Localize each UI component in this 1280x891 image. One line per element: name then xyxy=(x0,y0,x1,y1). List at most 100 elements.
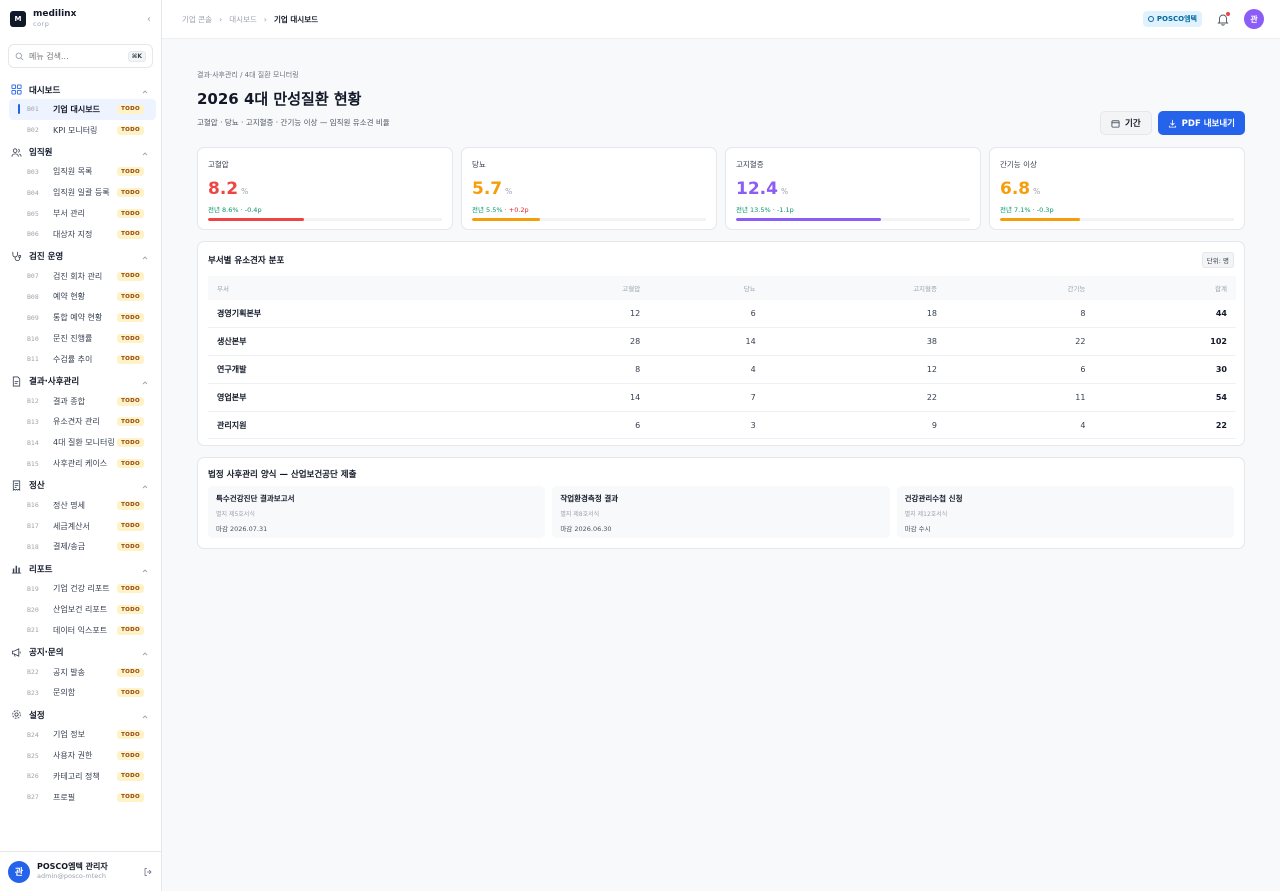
column-header: 부서 xyxy=(208,276,501,300)
legal-forms-panel: 법정 사후관리 양식 — 산업보건공단 제출 특수건강진단 결과보고서 별지 제… xyxy=(197,457,1245,550)
sidebar-item-label: 결제/송금 xyxy=(53,542,86,552)
todo-badge: TODO xyxy=(117,542,144,552)
sidebar-item[interactable]: B04 임직원 일괄 등록 TODO xyxy=(9,182,156,203)
count-cell: 6 xyxy=(946,355,1095,384)
sidebar-item[interactable]: B14 4대 질환 모니터링 TODO xyxy=(9,432,156,453)
sidebar-item[interactable]: B21 데이터 익스포트 TODO xyxy=(9,620,156,641)
column-header: 고혈압 xyxy=(500,276,650,300)
count-cell: 8 xyxy=(946,300,1095,329)
tenant-badge[interactable]: POSCO엠텍 xyxy=(1142,11,1202,27)
sidebar-group-7[interactable]: 설정 xyxy=(0,705,161,724)
sidebar-item-code: B07 xyxy=(27,272,39,281)
brand-name: medilinx xyxy=(33,9,77,20)
dept-name-cell: 생산본부 xyxy=(208,327,501,357)
column-header: 고지혈증 xyxy=(764,276,946,300)
count-cell: 28 xyxy=(500,327,650,357)
sidebar-item[interactable]: B26 카테고리 정책 TODO xyxy=(9,766,156,787)
sidebar-group-2[interactable]: 검진 운영 xyxy=(0,247,161,266)
megaphone-icon xyxy=(11,647,22,658)
sidebar-item-label: 수검률 추이 xyxy=(53,354,93,364)
logout-icon[interactable] xyxy=(143,867,153,877)
dept-name-cell: 영업본부 xyxy=(208,383,501,412)
chevron-up-icon[interactable] xyxy=(141,377,149,385)
kpi-progress-bar xyxy=(1000,218,1234,221)
collapse-sidebar-icon[interactable]: ‹ xyxy=(147,13,151,25)
kpi-label: 고혈압 xyxy=(208,160,229,169)
chevron-up-icon[interactable] xyxy=(141,148,149,156)
sidebar-item-label: 4대 질환 모니터링 xyxy=(53,438,115,448)
crumb-console[interactable]: 기업 콘솔 xyxy=(182,14,212,24)
sidebar-group-4[interactable]: 정산 xyxy=(0,476,161,495)
chevron-up-icon[interactable] xyxy=(141,711,149,719)
sidebar-item[interactable]: B20 산업보건 리포트 TODO xyxy=(9,599,156,620)
sidebar-item[interactable]: B15 사후관리 케이스 TODO xyxy=(9,453,156,474)
form-title: 작업환경측정 결과 xyxy=(560,494,619,504)
chevron-up-icon[interactable] xyxy=(141,565,149,573)
sidebar-group-3[interactable]: 결과·사후관리 xyxy=(0,372,161,391)
avatar[interactable]: 관 xyxy=(1244,9,1264,29)
notification-bell-icon[interactable] xyxy=(1216,12,1230,26)
sidebar-item[interactable]: B06 대상자 지정 TODO xyxy=(9,224,156,245)
form-card[interactable]: 작업환경측정 결과 별지 제8호서식 마감 2026.06.30 xyxy=(552,486,890,539)
kpi-prev-value: 전년 5.5% xyxy=(472,206,503,214)
sidebar-item[interactable]: B10 문진 진행률 TODO xyxy=(9,328,156,349)
crumb-dashboard[interactable]: 대시보드 xyxy=(229,14,257,24)
pdf-export-button[interactable]: PDF 내보내기 xyxy=(1157,111,1245,135)
form-deadline: 마감 2026.07.31 xyxy=(216,525,268,534)
kpi-delta: · -0.4p xyxy=(240,206,262,214)
chevron-up-icon[interactable] xyxy=(141,648,149,656)
sidebar-item[interactable]: B12 결과 종합 TODO xyxy=(9,391,156,412)
sidebar-item[interactable]: B24 기업 정보 TODO xyxy=(9,724,156,745)
table-row[interactable]: 영업본부 14 7 22 11 54 xyxy=(208,383,1236,412)
table-row[interactable]: 관리지원 6 3 9 4 22 xyxy=(208,411,1236,440)
todo-badge: TODO xyxy=(117,313,144,323)
chevron-up-icon[interactable] xyxy=(141,86,149,94)
user-profile[interactable]: 관 POSCO엠텍 관리자 admin@posco-mtech xyxy=(0,851,161,891)
sidebar-item[interactable]: B08 예약 현황 TODO xyxy=(9,287,156,308)
sidebar-group-5[interactable]: 리포트 xyxy=(0,559,161,578)
period-button[interactable]: 기간 xyxy=(1100,111,1152,135)
sidebar-group-label: 리포트 xyxy=(29,564,53,575)
sidebar-item[interactable]: B13 유소견자 관리 TODO xyxy=(9,412,156,433)
form-card[interactable]: 건강관리수첩 신청 별지 제12호서식 마감 수시 xyxy=(896,486,1234,539)
count-cell: 14 xyxy=(649,327,765,357)
form-card[interactable]: 특수건강진단 결과보고서 별지 제5호서식 마감 2026.07.31 xyxy=(208,486,546,539)
table-row[interactable]: 경영기획본부 12 6 18 8 44 xyxy=(208,300,1236,329)
sidebar-item-code: B14 xyxy=(27,438,39,447)
count-cell: 11 xyxy=(946,383,1095,412)
dept-name-cell: 관리지원 xyxy=(208,411,501,440)
kpi-card: 고혈압 8.2 % 전년 8.6% · -0.4p xyxy=(197,147,453,230)
chevron-right-icon: › xyxy=(263,14,267,24)
sidebar-item[interactable]: B19 기업 건강 리포트 TODO xyxy=(9,578,156,599)
search-input[interactable] xyxy=(29,51,124,61)
users-icon xyxy=(11,147,22,158)
count-cell: 38 xyxy=(764,327,946,357)
sidebar-item[interactable]: B02 KPI 모니터링 TODO xyxy=(9,120,156,141)
table-row[interactable]: 연구개발 8 4 12 6 30 xyxy=(208,355,1236,384)
sidebar-item[interactable]: B25 사용자 권한 TODO xyxy=(9,745,156,766)
sidebar-item[interactable]: B11 수검률 추이 TODO xyxy=(9,349,156,370)
chevron-up-icon[interactable] xyxy=(141,252,149,260)
sidebar-item[interactable]: B27 프로필 TODO xyxy=(9,787,156,808)
menu-search[interactable]: ⌘K xyxy=(8,44,153,68)
sidebar-item[interactable]: B17 세금계산서 TODO xyxy=(9,516,156,537)
sidebar-item[interactable]: B09 통합 예약 현황 TODO xyxy=(9,307,156,328)
sidebar-item-label: 문의함 xyxy=(53,688,76,698)
sidebar-item[interactable]: B05 부서 관리 TODO xyxy=(9,203,156,224)
table-row[interactable]: 생산본부 28 14 38 22 102 xyxy=(208,327,1236,357)
sidebar-item[interactable]: B16 정산 명세 TODO xyxy=(9,495,156,516)
sidebar-item[interactable]: B23 문의함 TODO xyxy=(9,683,156,704)
sidebar-item[interactable]: B01 기업 대시보드 TODO xyxy=(9,99,156,120)
sidebar-item-label: 프로필 xyxy=(53,792,76,802)
sidebar-item[interactable]: B07 검진 회차 관리 TODO xyxy=(9,266,156,287)
sidebar-item[interactable]: B18 결제/송금 TODO xyxy=(9,537,156,558)
sidebar-item[interactable]: B22 공지 발송 TODO xyxy=(9,662,156,683)
kpi-value: 12.4 xyxy=(736,179,778,199)
chevron-up-icon[interactable] xyxy=(141,481,149,489)
sidebar-item[interactable]: B03 임직원 목록 TODO xyxy=(9,162,156,183)
form-subtitle: 별지 제5호서식 xyxy=(216,511,255,519)
sidebar-group-6[interactable]: 공지·문의 xyxy=(0,643,161,662)
sidebar-group-1[interactable]: 임직원 xyxy=(0,143,161,162)
sidebar-group-0[interactable]: 대시보드 xyxy=(0,80,161,99)
dept-table: 부서 고혈압 당뇨 고지혈증 간기능 합계 경영기획본부 12 6 18 8 44 생산본부 28 14 3… xyxy=(208,276,1236,440)
